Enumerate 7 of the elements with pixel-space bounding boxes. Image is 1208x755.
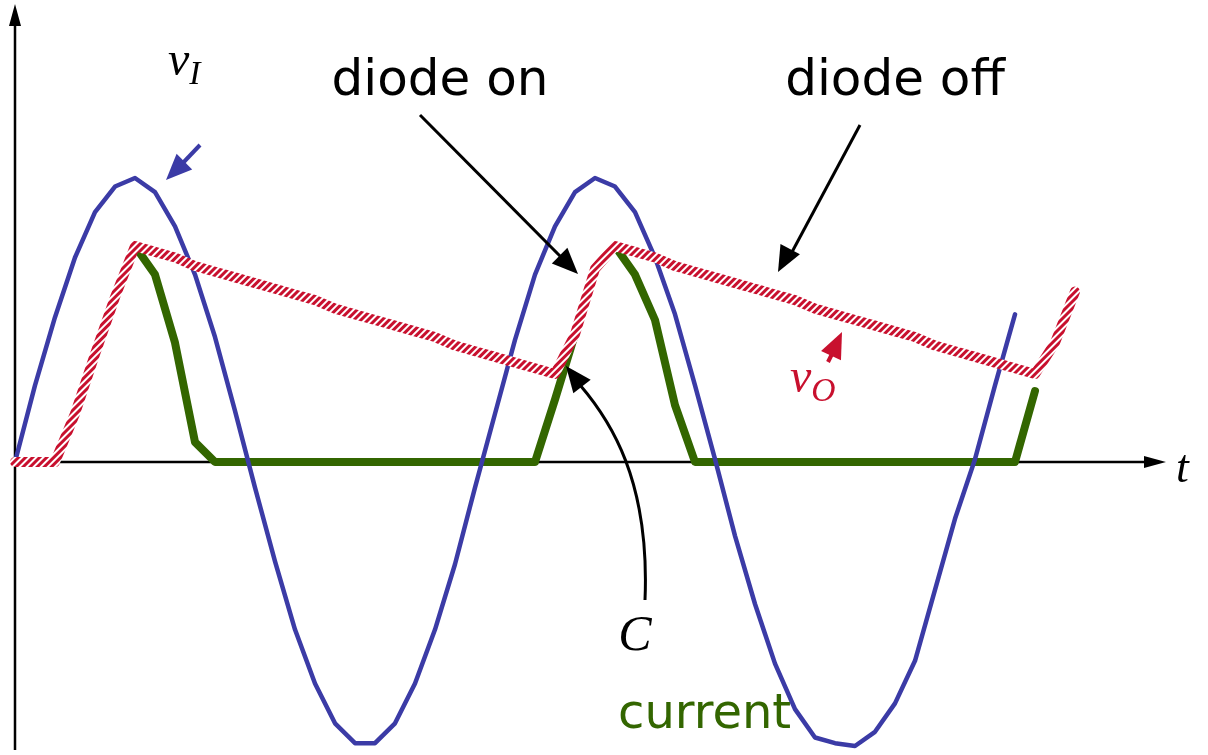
series-label: v$_{I}$ (168, 32, 203, 91)
series-label: v$_{O}$ (790, 349, 836, 408)
text: diode on (331, 49, 549, 107)
text: current (618, 683, 792, 739)
x-axis-title: t (1176, 441, 1190, 492)
text: diode off (785, 49, 1007, 107)
annotation: C (618, 605, 653, 661)
